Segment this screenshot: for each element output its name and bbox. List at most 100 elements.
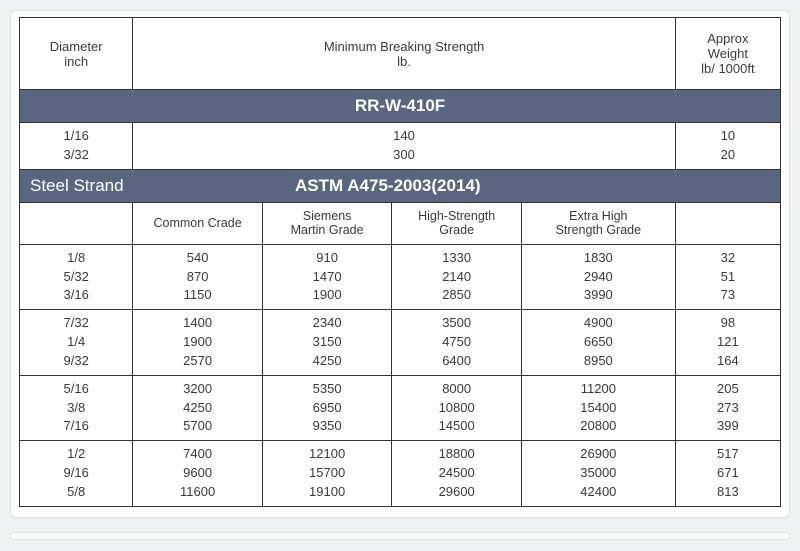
cell-value: 1/2 — [67, 446, 85, 461]
strength-cell: 133021402850 — [392, 244, 522, 310]
subhead-hs-l2: Grade — [439, 223, 474, 237]
header-weight-l1: Approx — [707, 31, 748, 46]
cell-value: 73 — [721, 287, 735, 302]
cell-value: 1900 — [313, 287, 342, 302]
subhead-siemens-l2: Martin Grade — [291, 223, 364, 237]
table-row: 1/29/165/8740096001160012100157001910018… — [20, 441, 781, 507]
header-weight-l3: lb/ 1000ft — [701, 61, 755, 76]
header-diameter-l2: inch — [64, 54, 88, 69]
cell-value: 9350 — [313, 418, 342, 433]
strength-cell: 1830 2940 3990 — [521, 244, 675, 310]
section-left-label: Steel Strand — [30, 176, 124, 196]
cell-value: 1830 — [584, 250, 613, 265]
cell-value: 35000 — [580, 465, 616, 480]
subhead-highstrength: High-Strength Grade — [392, 202, 522, 244]
cell-value: 5/16 — [64, 381, 89, 396]
cell-value: 8000 — [442, 381, 471, 396]
spec-table-card: Diameter inch Minimum Breaking Strength … — [10, 10, 790, 518]
header-weight: Approx Weight lb/ 1000ft — [675, 18, 780, 90]
table-row: 1/85/323/1654087011509101470190013302140… — [20, 244, 781, 310]
dia-cell: 5/163/87/16 — [20, 375, 133, 441]
cell-value: 300 — [393, 147, 415, 162]
cell-value: 20 — [721, 147, 735, 162]
cell-value: 10 — [721, 128, 735, 143]
data-groups-body: 1/85/323/1654087011509101470190013302140… — [20, 244, 781, 506]
cell-value: 140 — [393, 128, 415, 143]
cell-value: 98 — [721, 315, 735, 330]
cell-value: 8950 — [584, 353, 613, 368]
dia-cell: 1/85/323/16 — [20, 244, 133, 310]
cell-value: 3500 — [442, 315, 471, 330]
table-row: 5/163/87/1632004250570053506950935080001… — [20, 375, 781, 441]
cell-value: 5/32 — [64, 269, 89, 284]
strength-cell: 140019002570 — [133, 310, 263, 376]
cell-value: 10800 — [439, 400, 475, 415]
cell-value: 5350 — [313, 381, 342, 396]
weight-cell: 205 273 399 — [675, 375, 780, 441]
cell-value: 11600 — [180, 484, 215, 499]
cell-value: 3/8 — [67, 400, 85, 415]
subhead-eh-l2: Strength Grade — [556, 223, 641, 237]
strength-cell: 535069509350 — [262, 375, 392, 441]
header-breaking: Minimum Breaking Strength lb. — [133, 18, 675, 90]
strength-cell: 121001570019100 — [262, 441, 392, 507]
cell-value: 164 — [717, 353, 739, 368]
cell-value: 9600 — [183, 465, 212, 480]
cell-value: 1/4 — [67, 334, 85, 349]
cell-value: 4750 — [442, 334, 471, 349]
cell-value: 2940 — [584, 269, 613, 284]
strength-cell: 320042505700 — [133, 375, 263, 441]
subhead-common: Common Crade — [133, 202, 263, 244]
section-band-row: Steel Strand ASTM A475-2003(2014) — [20, 169, 781, 202]
cell-value: 273 — [717, 400, 739, 415]
cell-value: 9/32 — [64, 353, 89, 368]
cell-value: 399 — [717, 418, 739, 433]
cell-value: 6400 — [442, 353, 471, 368]
cell-value: 517 — [717, 446, 739, 461]
subhead-empty-right — [675, 202, 780, 244]
cell-value: 1/8 — [67, 250, 85, 265]
strength-cell: 26900 35000 42400 — [521, 441, 675, 507]
cell-value: 1/16 — [64, 128, 89, 143]
cell-value: 813 — [717, 484, 739, 499]
weight-cell: 325173 — [675, 244, 780, 310]
cell-value: 29600 — [439, 484, 475, 499]
cell-value: 19100 — [309, 484, 345, 499]
subhead-siemens: Siemens Martin Grade — [262, 202, 392, 244]
subheader-row: Common Crade Siemens Martin Grade High-S… — [20, 202, 781, 244]
cell-value: 3990 — [584, 287, 613, 302]
cell-value: 3/32 — [64, 147, 89, 162]
header-diameter: Diameter inch — [20, 18, 133, 90]
cell-value: 3200 — [183, 381, 212, 396]
header-diameter-l1: Diameter — [50, 39, 103, 54]
dia-cell: 7/321/49/32 — [20, 310, 133, 376]
cell-value: 1900 — [183, 334, 212, 349]
spec1-band-row: RR-W-410F — [20, 90, 781, 123]
cell-value: 15400 — [580, 400, 616, 415]
spec1-dia-cell: 1/16 3/32 — [20, 123, 133, 170]
spec1-strength-cell: 140 300 — [133, 123, 675, 170]
cell-value: 121 — [717, 334, 739, 349]
header-breaking-l2: lb. — [397, 54, 411, 69]
strength-cell: 8000 10800 14500 — [392, 375, 522, 441]
cell-value: 12100 — [309, 446, 345, 461]
cell-value: 7400 — [183, 446, 212, 461]
strength-cell: 188002450029600 — [392, 441, 522, 507]
section-band: Steel Strand ASTM A475-2003(2014) — [20, 169, 781, 202]
cell-value: 5700 — [183, 418, 212, 433]
cell-value: 5/8 — [67, 484, 85, 499]
cell-value: 205 — [717, 381, 739, 396]
cell-value: 11200 — [581, 381, 616, 396]
spec1-weight-cell: 10 20 — [675, 123, 780, 170]
cell-value: 2140 — [442, 269, 471, 284]
strength-cell: 3500 4750 6400 — [392, 310, 522, 376]
cell-value: 2850 — [442, 287, 471, 302]
cell-value: 14500 — [439, 418, 475, 433]
cell-value: 42400 — [580, 484, 616, 499]
cell-value: 20800 — [580, 418, 616, 433]
cell-value: 32 — [721, 250, 735, 265]
strength-cell: 91014701900 — [262, 244, 392, 310]
weight-cell: 98 121 164 — [675, 310, 780, 376]
cell-value: 26900 — [580, 446, 616, 461]
cell-value: 1400 — [183, 315, 212, 330]
